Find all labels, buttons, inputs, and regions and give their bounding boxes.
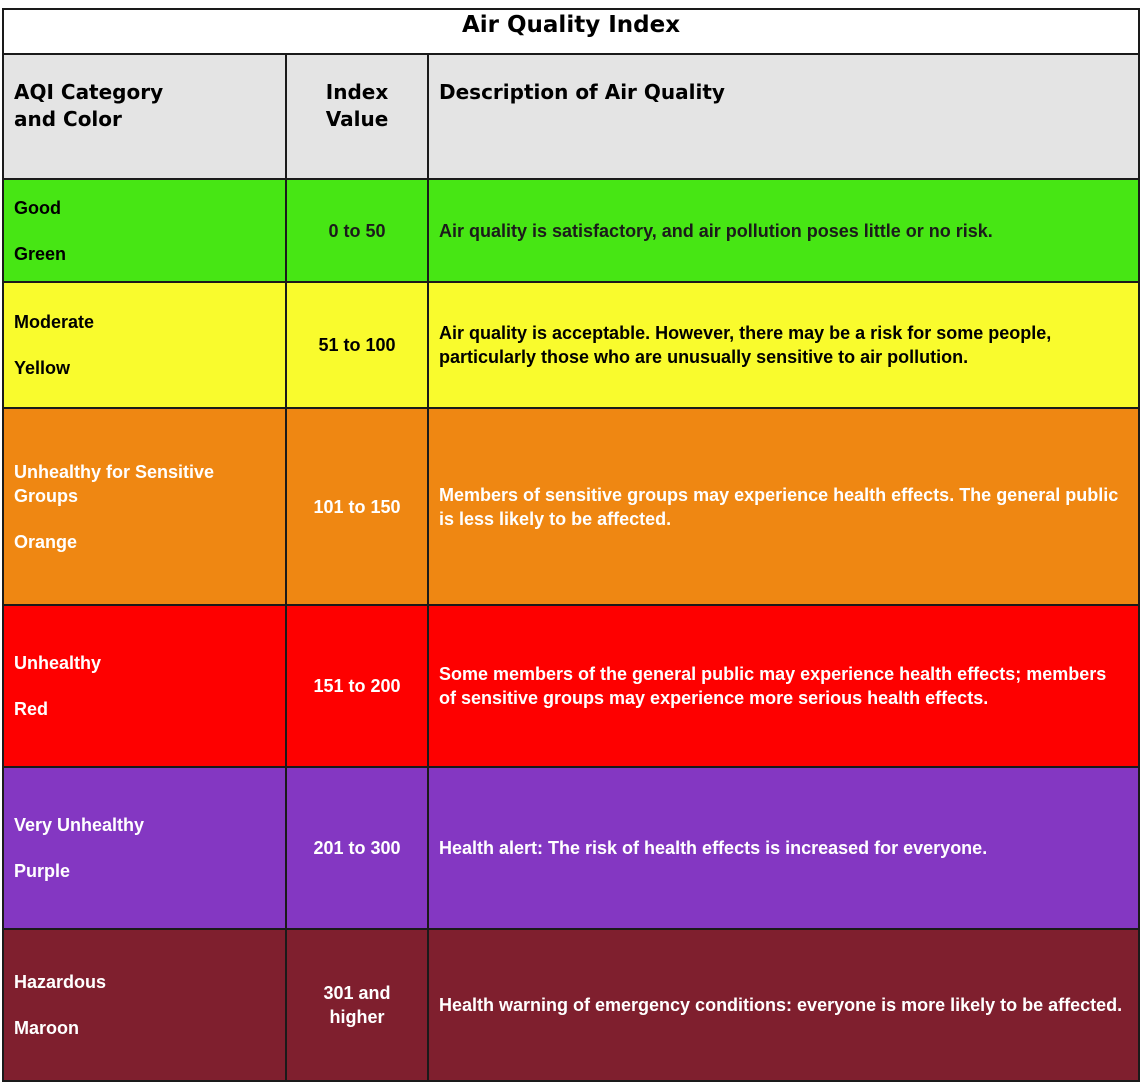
category-cell: Good Green	[4, 180, 287, 283]
header-text: AQI Category and Color	[14, 80, 164, 131]
index-cell: 301 and higher	[287, 930, 429, 1082]
category-cell: Unhealthy Red	[4, 606, 287, 768]
description-text: Air quality is satisfactory, and air pol…	[439, 220, 993, 241]
description-text: Air quality is acceptable. However, ther…	[439, 323, 1052, 367]
category-name: Hazardous	[14, 972, 107, 992]
description-cell: Members of sensitive groups may experien…	[429, 409, 1140, 606]
category-cell: Moderate Yellow	[4, 283, 287, 409]
category-cell: Unhealthy for Sensitive Groups Orange	[4, 409, 287, 606]
description-text: Health warning of emergency conditions: …	[439, 995, 1123, 1015]
description-text: Members of sensitive groups may experien…	[439, 484, 1119, 529]
category-name: Unhealthy	[14, 653, 102, 673]
color-name: Orange	[14, 531, 78, 552]
category-name: Very Unhealthy	[14, 815, 145, 835]
index-cell: 0 to 50	[287, 180, 429, 283]
index-value: 151 to 200	[313, 676, 401, 696]
index-value: 101 to 150	[313, 496, 401, 517]
description-cell: Health alert: The risk of health effects…	[429, 768, 1140, 930]
description-text: Some members of the general public may e…	[439, 664, 1107, 708]
index-value: 201 to 300	[313, 838, 401, 858]
index-cell: 51 to 100	[287, 283, 429, 409]
color-name: Green	[14, 243, 67, 264]
header-cell: Description of Air Quality	[429, 55, 1140, 180]
index-cell: 151 to 200	[287, 606, 429, 768]
index-cell: 201 to 300	[287, 768, 429, 930]
category-cell: Very Unhealthy Purple	[4, 768, 287, 930]
color-name: Yellow	[14, 358, 71, 378]
index-cell: 101 to 150	[287, 409, 429, 606]
table-title: Air Quality Index	[4, 10, 1140, 55]
description-text: Health alert: The risk of health effects…	[439, 838, 988, 858]
header-text: Description of Air Quality	[439, 80, 725, 104]
category-cell: Hazardous Maroon	[4, 930, 287, 1082]
description-cell: Health warning of emergency conditions: …	[429, 930, 1140, 1082]
aqi-table: Air Quality Index AQI Category and Color…	[2, 8, 1140, 1082]
index-value: 301 and higher	[323, 983, 391, 1027]
description-cell: Air quality is acceptable. However, ther…	[429, 283, 1140, 409]
category-name: Unhealthy for Sensitive Groups	[14, 461, 215, 506]
color-name: Red	[14, 699, 49, 719]
description-cell: Some members of the general public may e…	[429, 606, 1140, 768]
color-name: Purple	[14, 861, 71, 881]
description-cell: Air quality is satisfactory, and air pol…	[429, 180, 1140, 283]
color-name: Maroon	[14, 1018, 79, 1038]
header-cell: Index Value	[287, 55, 429, 180]
header-cell: AQI Category and Color	[4, 55, 287, 180]
index-value: 51 to 100	[318, 335, 396, 355]
category-name: Moderate	[14, 312, 95, 332]
category-name: Good	[14, 197, 61, 218]
header-text: Index Value	[325, 80, 389, 131]
index-value: 0 to 50	[328, 220, 386, 241]
